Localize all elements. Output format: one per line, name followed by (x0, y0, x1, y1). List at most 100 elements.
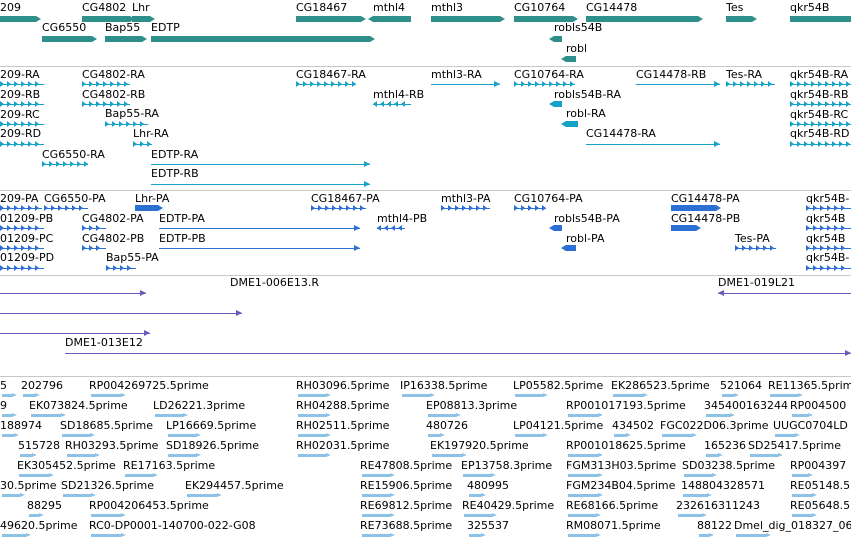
transcript-feature[interactable] (549, 101, 562, 107)
est-feature[interactable] (706, 413, 735, 418)
transcript-feature[interactable] (636, 81, 720, 87)
est-feature[interactable] (568, 413, 603, 418)
est-feature[interactable] (568, 513, 601, 518)
cds-feature[interactable] (82, 245, 106, 251)
gene-feature[interactable] (0, 16, 41, 22)
cds-feature[interactable] (806, 225, 851, 231)
transcript-feature[interactable] (0, 101, 44, 107)
est-feature[interactable] (19, 473, 54, 478)
est-feature[interactable] (464, 513, 497, 518)
gene-feature[interactable] (431, 16, 505, 22)
est-feature[interactable] (568, 473, 603, 478)
est-feature[interactable] (20, 453, 37, 458)
gene-feature[interactable] (132, 16, 155, 22)
transcript-feature[interactable] (42, 161, 88, 167)
gene-feature[interactable] (790, 16, 851, 22)
est-feature[interactable] (684, 473, 717, 478)
est-feature[interactable] (362, 493, 395, 498)
est-feature[interactable] (298, 393, 331, 398)
est-feature[interactable] (29, 513, 44, 518)
gene-feature[interactable] (726, 16, 757, 22)
est-feature[interactable] (2, 533, 31, 538)
est-feature[interactable] (2, 433, 19, 438)
est-feature[interactable] (187, 493, 222, 498)
transcript-feature[interactable] (431, 81, 500, 87)
est-feature[interactable] (91, 513, 126, 518)
transcript-feature[interactable] (133, 141, 152, 147)
cds-feature[interactable] (135, 205, 163, 211)
transcript-feature[interactable] (373, 101, 411, 107)
est-feature[interactable] (750, 453, 783, 458)
est-feature[interactable] (568, 453, 603, 458)
clone-feature[interactable] (65, 350, 851, 356)
transcript-feature[interactable] (561, 121, 578, 127)
transcript-feature[interactable] (151, 161, 370, 167)
est-feature[interactable] (2, 413, 17, 418)
cds-feature[interactable] (671, 225, 701, 231)
cds-feature[interactable] (44, 205, 88, 211)
est-feature[interactable] (662, 433, 697, 438)
gene-feature[interactable] (586, 16, 703, 22)
est-feature[interactable] (67, 453, 100, 458)
est-feature[interactable] (91, 393, 126, 398)
transcript-feature[interactable] (586, 141, 720, 147)
est-feature[interactable] (125, 473, 158, 478)
gene-feature[interactable] (549, 36, 562, 42)
transcript-feature[interactable] (151, 181, 370, 187)
cds-feature[interactable] (311, 205, 366, 211)
transcript-feature[interactable] (790, 81, 851, 87)
cds-feature[interactable] (671, 205, 721, 211)
est-feature[interactable] (62, 433, 95, 438)
transcript-feature[interactable] (82, 81, 130, 87)
est-feature[interactable] (298, 453, 331, 458)
cds-feature[interactable] (159, 245, 360, 251)
est-feature[interactable] (23, 393, 40, 398)
est-feature[interactable] (428, 433, 445, 438)
est-feature[interactable] (63, 493, 96, 498)
est-feature[interactable] (168, 453, 201, 458)
transcript-feature[interactable] (790, 121, 851, 127)
cds-feature[interactable] (377, 225, 405, 231)
est-feature[interactable] (770, 393, 803, 398)
est-feature[interactable] (31, 413, 66, 418)
cds-feature[interactable] (0, 225, 44, 231)
est-feature[interactable] (792, 493, 817, 498)
est-feature[interactable] (614, 433, 631, 438)
est-feature[interactable] (699, 533, 714, 538)
gene-feature[interactable] (105, 36, 147, 42)
est-feature[interactable] (432, 453, 467, 458)
est-feature[interactable] (168, 433, 201, 438)
est-feature[interactable] (469, 493, 486, 498)
gene-feature[interactable] (514, 16, 578, 22)
cds-feature[interactable] (806, 265, 851, 271)
cds-feature[interactable] (0, 205, 42, 211)
est-feature[interactable] (792, 413, 813, 418)
transcript-feature[interactable] (0, 81, 44, 87)
cds-feature[interactable] (82, 225, 106, 231)
est-feature[interactable] (2, 393, 17, 398)
est-feature[interactable] (683, 493, 712, 498)
est-feature[interactable] (678, 513, 707, 518)
clone-feature[interactable] (0, 310, 242, 316)
est-feature[interactable] (706, 453, 723, 458)
clone-feature[interactable] (0, 290, 146, 296)
est-feature[interactable] (362, 533, 395, 538)
gene-feature[interactable] (42, 36, 97, 42)
cds-feature[interactable] (106, 265, 136, 271)
est-feature[interactable] (402, 393, 435, 398)
est-feature[interactable] (736, 533, 771, 538)
est-feature[interactable] (792, 513, 817, 518)
transcript-feature[interactable] (790, 141, 851, 147)
transcript-feature[interactable] (726, 81, 775, 87)
clone-feature[interactable] (718, 290, 851, 296)
cds-feature[interactable] (441, 205, 490, 211)
gene-feature[interactable] (296, 16, 366, 22)
gene-feature[interactable] (151, 36, 375, 42)
transcript-feature[interactable] (82, 101, 130, 107)
cds-feature[interactable] (0, 245, 44, 251)
cds-feature[interactable] (159, 225, 360, 231)
est-feature[interactable] (298, 433, 331, 438)
est-feature[interactable] (792, 473, 813, 478)
cds-feature[interactable] (549, 225, 562, 231)
est-feature[interactable] (722, 393, 739, 398)
